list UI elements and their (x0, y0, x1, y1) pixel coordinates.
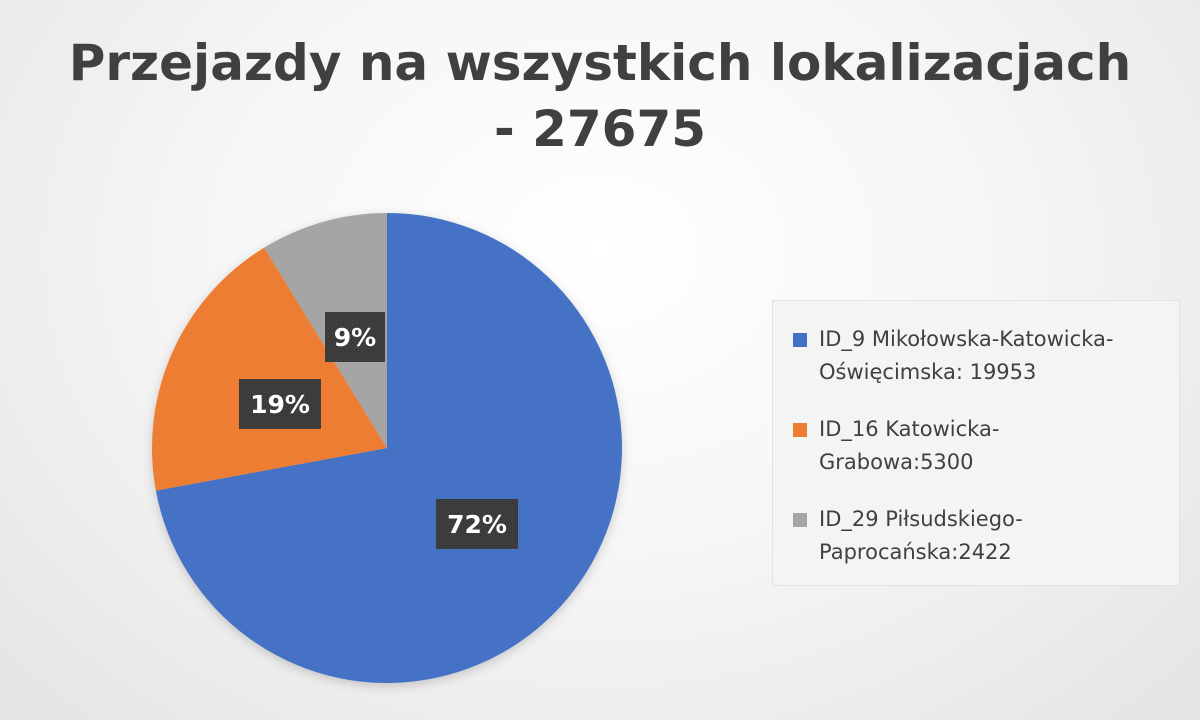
legend-label: ID_9 Mikołowska-Katowicka- Oświęcimska: … (819, 323, 1179, 389)
pie-data-label: 9% (325, 312, 385, 362)
pie-data-label: 72% (436, 499, 518, 549)
legend-label: ID_29 Piłsudskiego- Paprocańska:2422 (819, 503, 1179, 569)
legend-label-line: Oświęcimska: 19953 (819, 360, 1037, 384)
chart-title-line-2: - 27675 (493, 100, 707, 158)
legend-label-line: Grabowa:5300 (819, 450, 974, 474)
legend-label-line: Paprocańska:2422 (819, 540, 1012, 564)
pie-data-label-text: 19% (250, 390, 310, 419)
legend-label-line: ID_16 Katowicka- (819, 417, 1000, 441)
legend-swatch-blue (793, 333, 807, 347)
legend-label: ID_16 Katowicka- Grabowa:5300 (819, 413, 1179, 479)
chart-title: Przejazdy na wszystkich lokalizacjach - … (0, 30, 1200, 162)
legend: ID_9 Mikołowska-Katowicka- Oświęcimska: … (772, 300, 1180, 586)
pie-data-label-box (325, 312, 385, 362)
legend-label-line: ID_9 Mikołowska-Katowicka- (819, 327, 1114, 351)
legend-label-line: ID_29 Piłsudskiego- (819, 507, 1023, 531)
pie-data-label-box (239, 379, 321, 429)
legend-swatch-orange (793, 423, 807, 437)
pie-data-label-box (436, 499, 518, 549)
pie-slice-id-16 (152, 247, 387, 491)
pie-data-label-text: 72% (447, 510, 507, 539)
pie-data-label-text: 9% (334, 323, 376, 352)
pie-data-label: 19% (239, 379, 321, 429)
chart-title-line-1: Przejazdy na wszystkich lokalizacjach (68, 34, 1132, 92)
pie-slice-id-9 (155, 213, 623, 683)
legend-swatch-gray (793, 513, 807, 527)
